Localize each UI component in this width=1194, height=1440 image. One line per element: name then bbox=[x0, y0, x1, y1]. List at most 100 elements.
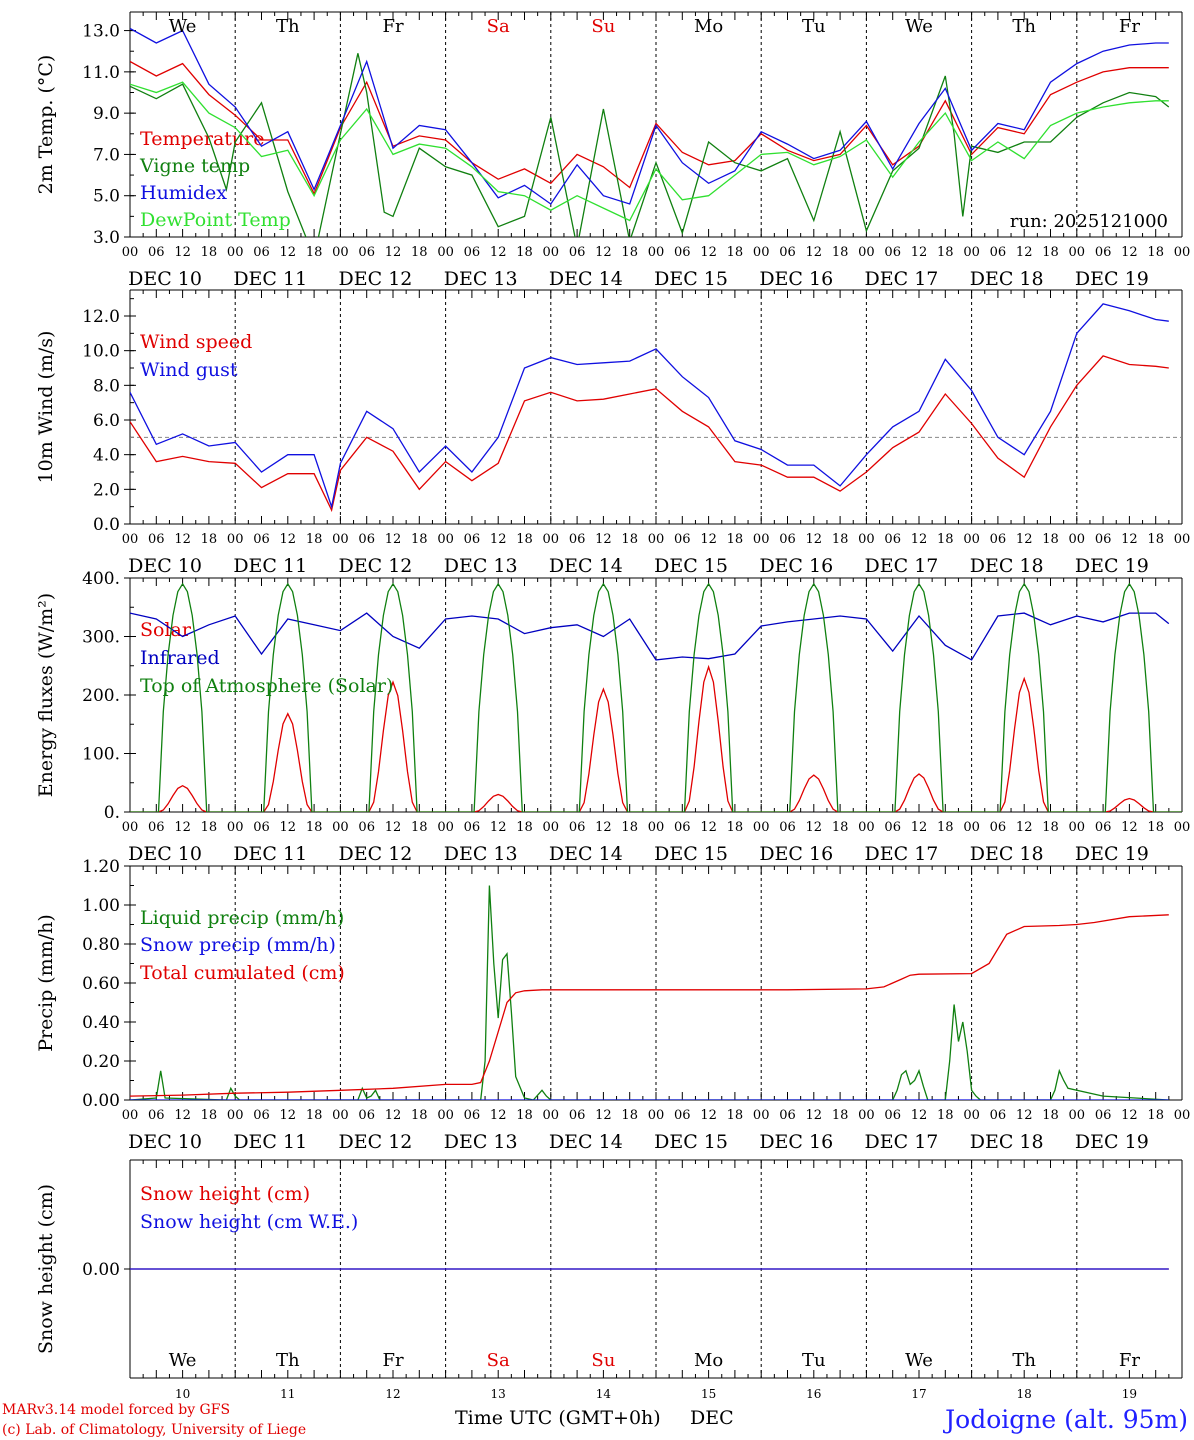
hour-tick-label: 12 bbox=[595, 1108, 612, 1123]
footer-model: MARv3.14 model forced by GFS bbox=[2, 1402, 230, 1418]
date-label: DEC 19 bbox=[1075, 1131, 1149, 1153]
hour-tick-label: 18 bbox=[516, 245, 533, 260]
legend-total-cumulated-cm-: Total cumulated (cm) bbox=[140, 962, 345, 984]
y-axis-label: Energy fluxes (W/m²) bbox=[35, 593, 57, 797]
y-tick-label: 1.00 bbox=[82, 896, 120, 916]
day-number-label: 16 bbox=[806, 1387, 821, 1401]
date-label: DEC 18 bbox=[970, 268, 1044, 290]
hour-tick-label: 12 bbox=[1016, 820, 1033, 835]
date-label: DEC 14 bbox=[549, 555, 623, 577]
weekday-label: We bbox=[169, 16, 197, 37]
hour-tick-label: 06 bbox=[674, 532, 691, 547]
hour-tick-label: 12 bbox=[280, 532, 297, 547]
hour-tick-label: 18 bbox=[727, 245, 744, 260]
hour-tick-label: 18 bbox=[1042, 245, 1059, 260]
hour-tick-label: 18 bbox=[621, 245, 638, 260]
y-tick-label: 0.00 bbox=[82, 1091, 120, 1111]
series-line-wind-gust bbox=[130, 303, 1169, 510]
hour-tick-label: 12 bbox=[490, 532, 507, 547]
date-label: DEC 11 bbox=[233, 1131, 307, 1153]
hour-tick-label: 12 bbox=[174, 245, 191, 260]
hour-tick-label: 00 bbox=[227, 1108, 244, 1123]
station-label: Jodoigne (alt. 95m) bbox=[942, 1405, 1188, 1434]
hour-tick-label: 18 bbox=[201, 245, 218, 260]
hour-tick-label: 06 bbox=[990, 1108, 1007, 1123]
hour-tick-label: 06 bbox=[990, 820, 1007, 835]
day-number-label: 17 bbox=[911, 1387, 926, 1401]
hour-tick-label: 18 bbox=[411, 820, 428, 835]
hour-tick-label: 00 bbox=[227, 245, 244, 260]
date-label: DEC 16 bbox=[759, 555, 833, 577]
legend-humidex: Humidex bbox=[140, 182, 227, 204]
hour-tick-label: 06 bbox=[674, 820, 691, 835]
hour-tick-label: 06 bbox=[779, 532, 796, 547]
hour-tick-label: 12 bbox=[385, 1108, 402, 1123]
legend-infrared: Infrared bbox=[140, 647, 220, 669]
hour-tick-label: 00 bbox=[332, 1108, 349, 1123]
hour-tick-label: 18 bbox=[1042, 532, 1059, 547]
hour-tick-label: 18 bbox=[306, 820, 323, 835]
hour-tick-label: 18 bbox=[306, 1108, 323, 1123]
legend-top-of-atmosphere-solar-: Top of Atmosphere (Solar) bbox=[140, 675, 393, 697]
hour-tick-label: 00 bbox=[332, 532, 349, 547]
date-label: DEC 15 bbox=[654, 1131, 728, 1153]
hour-tick-label: 12 bbox=[911, 1108, 928, 1123]
hour-tick-label: 18 bbox=[832, 245, 849, 260]
series-line-solar bbox=[130, 664, 1182, 812]
weekday-label: We bbox=[905, 1350, 933, 1371]
hour-tick-label: 00 bbox=[227, 532, 244, 547]
hour-tick-label: 00 bbox=[1174, 532, 1191, 547]
hour-tick-label: 06 bbox=[569, 1108, 586, 1123]
date-label: DEC 17 bbox=[865, 555, 939, 577]
hour-tick-label: 06 bbox=[253, 820, 270, 835]
hour-tick-label: 18 bbox=[937, 1108, 954, 1123]
date-label: DEC 11 bbox=[233, 843, 307, 865]
y-tick-label: 3.0 bbox=[93, 228, 120, 248]
day-number-label: 11 bbox=[280, 1387, 295, 1401]
hour-tick-label: 06 bbox=[779, 245, 796, 260]
hour-tick-label: 18 bbox=[306, 245, 323, 260]
date-label: DEC 10 bbox=[128, 1131, 202, 1153]
hour-tick-label: 06 bbox=[148, 532, 165, 547]
y-tick-label: 12.0 bbox=[82, 307, 120, 327]
hour-tick-label: 06 bbox=[884, 245, 901, 260]
day-number-label: 13 bbox=[491, 1387, 506, 1401]
date-label: DEC 10 bbox=[128, 268, 202, 290]
hour-tick-label: 12 bbox=[280, 245, 297, 260]
panel-1: 3.0 5.0 7.0 9.0 11.0 13.0 2m Temp. (°C) Tempera… bbox=[35, 11, 1190, 290]
hour-tick-label: 06 bbox=[464, 245, 481, 260]
y-tick-label: 300. bbox=[82, 628, 120, 648]
hour-tick-label: 18 bbox=[621, 1108, 638, 1123]
hour-tick-label: 18 bbox=[937, 820, 954, 835]
date-label: DEC 15 bbox=[654, 843, 728, 865]
weekday-label: We bbox=[169, 1350, 197, 1371]
hour-tick-label: 06 bbox=[148, 245, 165, 260]
hour-tick-label: 18 bbox=[1042, 820, 1059, 835]
hour-tick-label: 00 bbox=[648, 245, 665, 260]
hour-tick-label: 18 bbox=[1147, 245, 1164, 260]
hour-tick-label: 06 bbox=[674, 1108, 691, 1123]
hour-tick-label: 00 bbox=[1069, 532, 1086, 547]
series-line-vigne-temp bbox=[130, 53, 1170, 237]
hour-tick-label: 00 bbox=[963, 820, 980, 835]
weekday-label: Th bbox=[276, 1350, 300, 1371]
y-tick-label: 1.20 bbox=[82, 857, 120, 877]
hour-tick-label: 12 bbox=[595, 245, 612, 260]
hour-tick-label: 12 bbox=[174, 820, 191, 835]
legend-snow-height-cm-: Snow height (cm) bbox=[140, 1183, 310, 1205]
hour-tick-label: 06 bbox=[148, 820, 165, 835]
hour-tick-label: 18 bbox=[621, 532, 638, 547]
hour-tick-label: 00 bbox=[332, 245, 349, 260]
hour-tick-label: 12 bbox=[174, 532, 191, 547]
legend-dewpoint-temp: DewPoint Temp bbox=[140, 209, 291, 231]
weekday-label: Fr bbox=[1119, 16, 1140, 37]
weekday-label: Fr bbox=[382, 16, 403, 37]
hour-tick-label: 06 bbox=[148, 1108, 165, 1123]
hour-tick-label: 12 bbox=[385, 245, 402, 260]
legend-temperature: Temperature bbox=[140, 128, 264, 150]
date-label: DEC 12 bbox=[339, 843, 413, 865]
y-tick-label: 7.0 bbox=[93, 145, 120, 165]
legend-snow-precip-mm-h-: Snow precip (mm/h) bbox=[140, 934, 336, 956]
date-label: DEC 10 bbox=[128, 843, 202, 865]
